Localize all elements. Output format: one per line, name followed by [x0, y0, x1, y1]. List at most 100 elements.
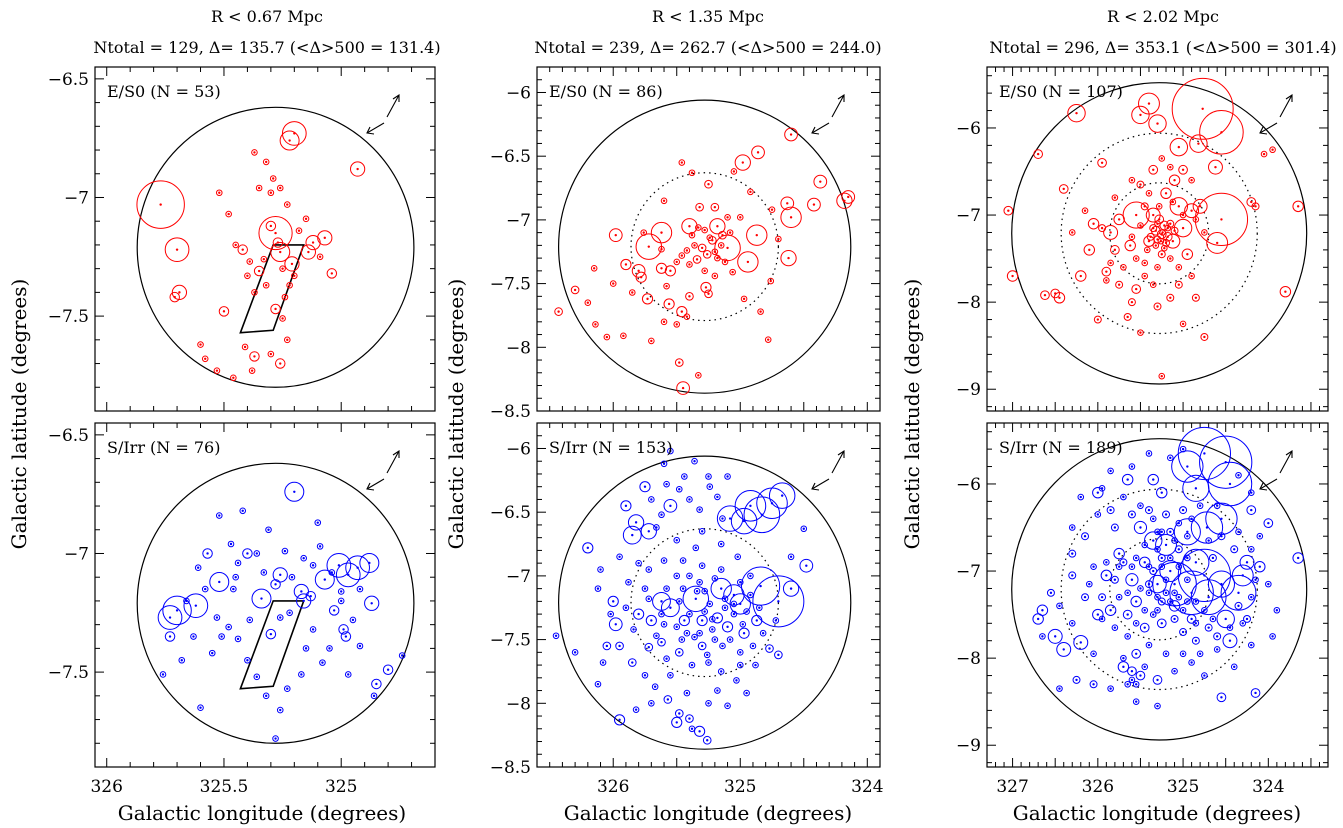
col2-top-galaxy-dot: [650, 339, 653, 343]
col2-bottom-galaxy-dot: [662, 559, 666, 562]
col1-bottom-galaxy-dot: [368, 561, 371, 565]
col3-bottom-galaxy-dot: [1190, 517, 1193, 520]
col1-top-galaxy-dot: [330, 272, 334, 275]
col1-top-galaxy-dot: [248, 260, 251, 263]
col2-top-galaxy-dot: [660, 267, 663, 270]
col2-top-galaxy-dot: [665, 284, 668, 288]
col2-bottom-galaxy-circle: [691, 457, 698, 465]
col2-bottom-galaxy-circle: [594, 585, 602, 592]
col3-bottom-panel: 327 326 325 324 −6 −7 −8 −9 S/Irr (N = 189): [956, 422, 1329, 797]
col3-bottom-galaxy-dot: [1186, 578, 1189, 581]
col1-bottom-galaxy-dot: [370, 602, 373, 605]
col3-bottom-galaxy-dot: [1049, 591, 1053, 595]
col3-bottom-galaxy-circle: [1145, 589, 1153, 597]
col2-bottom-galaxy-circle: [653, 524, 660, 531]
col2-top-galaxy-circle: [836, 192, 853, 209]
col1-top-galaxy-dot: [290, 262, 294, 266]
col2-top-galaxy-circle: [721, 258, 729, 266]
col2-top-galaxy-circle: [678, 159, 686, 166]
col3-bottom-galaxy-circle: [1047, 628, 1063, 644]
col3-bottom-galaxy-dot: [1169, 530, 1172, 534]
col2-top-galaxy-dot: [594, 323, 597, 326]
col3-bottom-galaxy-circle: [1068, 620, 1076, 627]
col3-top-galaxy-circle: [1103, 277, 1110, 284]
col2-bottom-galaxy-circle: [686, 496, 693, 503]
col2-top-galaxy-dot: [697, 374, 700, 377]
col1-bottom-galaxy-dot: [194, 604, 198, 607]
col2-top-galaxy-circle: [650, 221, 673, 244]
col3-top-galaxy-dot: [1105, 279, 1108, 282]
col3-top-galaxy-circle: [1087, 218, 1100, 230]
col3-top-galaxy-dot: [1197, 142, 1200, 145]
col3-bottom-galaxy-dot: [1181, 508, 1185, 512]
col3-top-galaxy-circle: [1173, 218, 1193, 238]
col2-top-dotted-circle: [630, 172, 779, 322]
col2-bottom-galaxy-dot: [789, 555, 793, 558]
col2-top-galaxy-dot: [726, 246, 729, 250]
col2-bottom-galaxy-dot: [647, 568, 650, 571]
col2-top-galaxy-dot: [713, 205, 717, 209]
col3-bottom-galaxy-circle: [1175, 593, 1183, 601]
col3-top-galaxy-dot: [1159, 239, 1163, 243]
col3-top-galaxy-circle: [1168, 174, 1181, 186]
col3-top-galaxy-dot: [1147, 102, 1151, 105]
col2-bottom-galaxy-dot: [707, 702, 710, 705]
col2-bottom-galaxy-dot: [707, 661, 710, 664]
col2-bottom-galaxy-dot: [599, 568, 602, 571]
col1-top-galaxy-circle: [316, 253, 324, 261]
col1-top-galaxy-circle: [237, 244, 248, 255]
col2-bottom-direction-arrows: [811, 449, 845, 491]
col3-bottom-galaxy-circle: [1141, 606, 1149, 614]
col1-bottom-galaxy-dot: [234, 576, 237, 579]
col2-bottom-galaxy-circle: [674, 648, 684, 657]
col2-bottom-galaxy-circle: [681, 473, 688, 480]
col3-top-galaxy-circle: [1170, 226, 1179, 235]
col3-bottom-galaxy-dot: [1139, 587, 1142, 590]
col2-bottom-galaxy-dot: [721, 517, 724, 520]
col1-bottom-galaxy-circle: [276, 706, 284, 714]
col2-top-galaxy-circle: [740, 295, 748, 303]
col1-bottom-galaxy-dot: [236, 637, 240, 641]
col2-bottom-galaxy-circle: [673, 536, 681, 544]
col3-bottom-galaxy-circle: [1269, 633, 1276, 640]
col2-bottom-galaxy-circle: [607, 610, 614, 618]
col1-bottom-arrow-up-head: [392, 449, 400, 458]
col2-bottom-galaxy-circle: [645, 595, 653, 603]
col2-top-galaxy-circle: [780, 206, 802, 229]
col3-top-galaxy-dot: [1166, 226, 1169, 230]
col3-bottom-galaxy-circle: [1170, 614, 1179, 623]
col2-bottom-xtick-label: 325: [724, 777, 756, 797]
col2-bottom-galaxy-dot: [728, 638, 732, 641]
col3-top-galaxy-dot: [1198, 205, 1202, 208]
col3-top-galaxy-dot: [1100, 226, 1104, 230]
col3-bottom-galaxy-dot: [1258, 535, 1262, 538]
col1-bottom-galaxy-circle: [370, 692, 378, 700]
col3-bottom-galaxy-dot: [1147, 582, 1151, 586]
col3-bottom-galaxy-circle: [1115, 593, 1123, 601]
col3-bottom-aperture-circle: [1011, 438, 1308, 741]
col3-bottom-galaxy-dot: [1122, 656, 1125, 660]
col3-top-galaxy-circle: [1075, 270, 1087, 282]
col1-top-galaxy-dot: [264, 160, 268, 164]
col3-top-galaxy-circle: [1154, 220, 1161, 228]
col3-top-galaxy-dot: [1139, 331, 1142, 334]
col1-top-galaxy-circle: [281, 293, 289, 301]
col2-top-galaxy-dot: [789, 133, 793, 136]
col2-bottom-galaxy-circle: [752, 661, 759, 669]
col3-top-galaxy-circle: [1158, 155, 1166, 162]
col3-bottom-galaxy-circle: [1184, 576, 1191, 584]
col1-top-galaxy-dot: [159, 203, 162, 206]
col1-top-galaxy-circle: [267, 189, 275, 197]
col3-bottom-galaxy-circle: [1081, 532, 1090, 541]
col3-top-galaxy-circle: [1058, 184, 1069, 194]
col3-top-galaxy-dot: [1194, 296, 1198, 299]
col3-bottom-plot-area: [1011, 426, 1308, 741]
col3-bottom-galaxy-dot: [1126, 683, 1129, 686]
col3-bottom-galaxy-circle: [1138, 556, 1151, 569]
col2-top-galaxy-dot: [690, 171, 694, 174]
col1-bottom-galaxy-circle: [398, 652, 406, 659]
col3-bottom-galaxy-circle: [1231, 564, 1254, 587]
col3-top-galaxy-circle: [1166, 163, 1174, 171]
col2-bottom-galaxy-dot: [703, 589, 706, 593]
col3-top-galaxy-circle: [1040, 290, 1050, 301]
